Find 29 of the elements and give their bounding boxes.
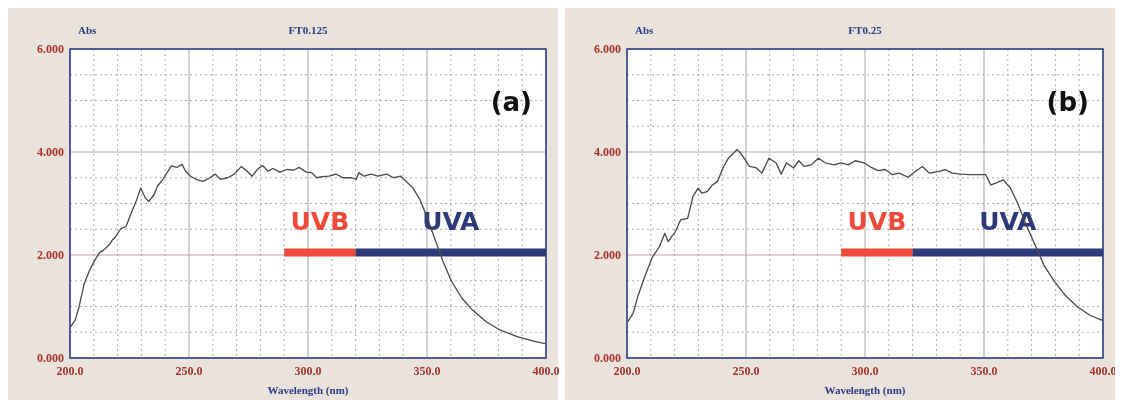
x-tick-label: 350.0 [413,364,441,378]
y-tick-label: 2.000 [594,248,621,262]
x-tick-label: 350.0 [970,364,998,378]
y-tick-label: 6.000 [594,42,621,56]
series-label: UVB [290,207,350,237]
line-series [70,163,546,345]
y-tick-label: 4.000 [37,145,64,159]
y-tick-label: 0.000 [594,351,621,365]
chart-title: FT0.125 [288,24,328,36]
annotation: (b) [1046,87,1089,117]
x-tick-label: 250.0 [175,364,203,378]
x-axis-title: Wavelength (nm) [267,384,349,397]
series-label: UVB [847,207,907,237]
y-tick-label: 0.000 [37,351,64,365]
x-tick-label: 400.0 [532,364,560,378]
x-tick-label: 250.0 [732,364,760,378]
x-axis-title: Wavelength (nm) [824,384,906,397]
annotation: (a) [490,87,532,117]
x-tick-label: 300.0 [294,364,322,378]
x-tick-label: 200.0 [613,364,641,378]
x-tick-label: 300.0 [851,364,879,378]
line-series [627,148,1103,323]
y-axis-title: Abs [635,24,655,36]
y-axis-title: Abs [78,24,98,36]
y-tick-label: 4.000 [594,145,621,159]
x-tick-label: 200.0 [56,364,84,378]
chart-title: FT0.25 [848,24,883,36]
y-tick-label: 6.000 [37,42,64,56]
y-tick-label: 2.000 [37,248,64,262]
